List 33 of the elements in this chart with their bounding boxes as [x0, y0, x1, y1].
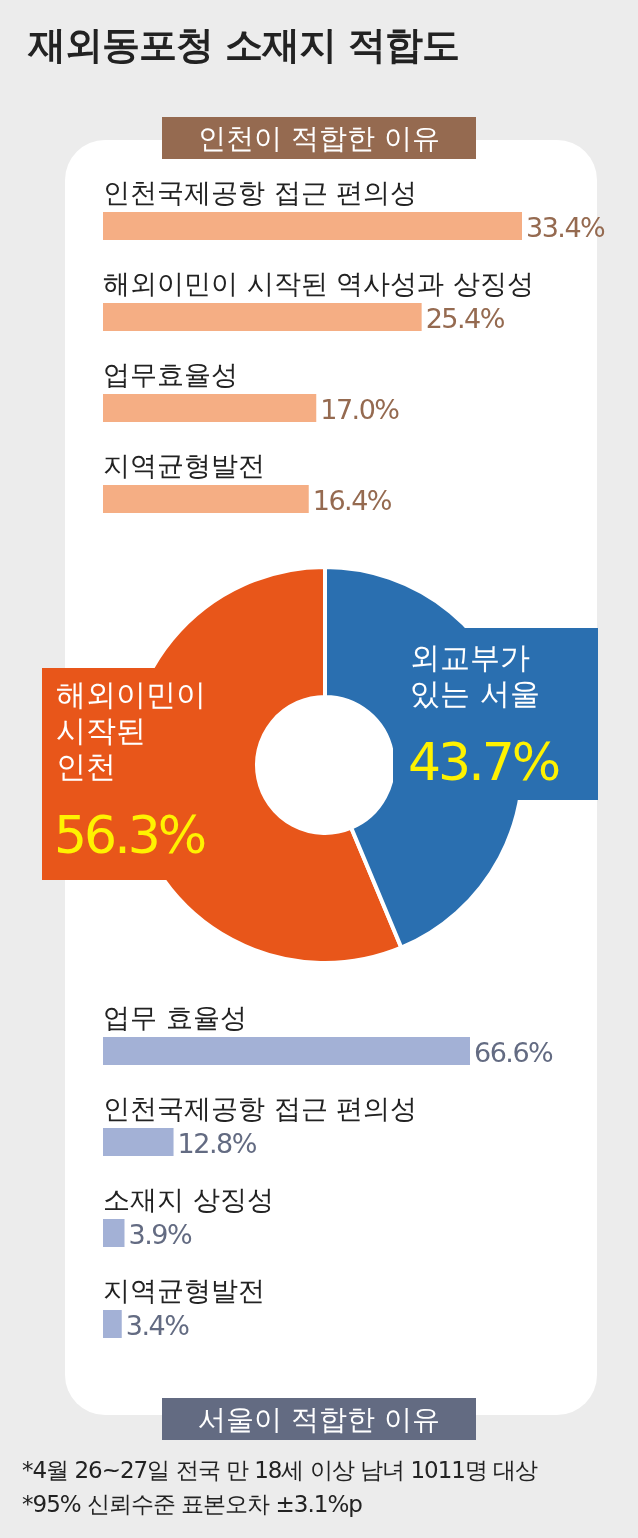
data-label: 3.9%	[128, 1219, 192, 1250]
slice-label: 외교부가 있는 서울	[410, 640, 540, 711]
y-tick-label: 소재지 상징성	[103, 1184, 274, 1215]
y-tick-label: 해외이민이 시작된 역사성과 상징성	[103, 268, 534, 299]
y-tick-label: 지역균형발전	[103, 450, 265, 481]
text: *95% 신뢰수준 표본오차 ±3.1%p	[22, 1491, 363, 1517]
data-label: 12.8%	[177, 1128, 257, 1159]
bar	[103, 394, 317, 422]
bar	[103, 1128, 174, 1156]
data-label: 16.4%	[312, 485, 392, 516]
bar	[103, 1037, 470, 1065]
y-tick-label: 인천국제공항 접근 편의성	[103, 177, 418, 208]
bar	[103, 1310, 122, 1338]
data-label: 56.3%	[54, 805, 205, 865]
bar	[103, 485, 309, 513]
data-label: 33.4%	[526, 212, 606, 243]
y-tick-label: 업무효율성	[103, 359, 238, 390]
chart-subtitle: 인천이 적합한 이유	[198, 122, 440, 155]
text: 서울이 적합한 이유	[198, 1403, 440, 1436]
slice-label: 해외이민이 시작된 인천	[56, 677, 206, 784]
data-label: 17.0%	[320, 394, 400, 425]
chart-title: 재외동포청 소재지 적합도	[27, 23, 460, 67]
y-tick-label: 업무 효율성	[103, 1002, 247, 1033]
data-label: 43.7%	[408, 732, 559, 792]
data-label: 25.4%	[425, 303, 505, 334]
y-tick-label: 지역균형발전	[103, 1275, 265, 1306]
y-tick-label: 인천국제공항 접근 편의성	[103, 1093, 418, 1124]
data-label: 3.4%	[125, 1310, 190, 1341]
data-label: 66.6%	[474, 1037, 554, 1068]
bar	[103, 1219, 125, 1247]
text: *4월 26~27일 전국 만 18세 이상 남녀 1011명 대상	[22, 1457, 539, 1483]
bar	[103, 212, 522, 240]
bar	[103, 303, 422, 331]
